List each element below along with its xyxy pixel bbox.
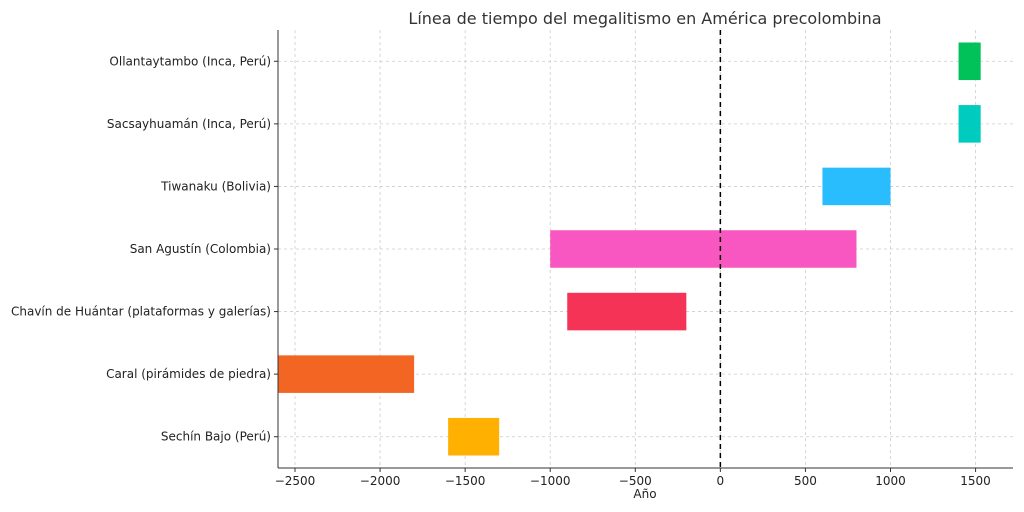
category-label: Ollantaytambo (Inca, Perú): [109, 54, 271, 68]
category-label: Chavín de Huántar (plataformas y galería…: [11, 305, 271, 319]
category-label: Tiwanaku (Bolivia): [160, 179, 271, 193]
x-axis-label: Año: [633, 487, 656, 501]
x-tick-label: 500: [794, 474, 817, 488]
timeline-bar: [278, 355, 415, 393]
x-tick-label: 0: [717, 474, 725, 488]
axes: [274, 30, 1013, 472]
chart-title: Línea de tiempo del megalitismo en Améri…: [408, 9, 881, 28]
timeline-bar: [448, 417, 500, 456]
category-label: Sechín Bajo (Perú): [161, 430, 271, 444]
category-labels: Sechín Bajo (Perú) Caral (pirámides de pi…: [11, 54, 271, 443]
category-label: Caral (pirámides de piedra): [106, 367, 271, 381]
timeline-bar: [550, 230, 857, 268]
x-tick-label: 1000: [875, 474, 906, 488]
x-tick-label: −1000: [530, 474, 571, 488]
x-tick-label: −1500: [445, 474, 486, 488]
x-tick-label: −500: [619, 474, 652, 488]
timeline-bar: [958, 105, 981, 143]
timeline-bar: [958, 42, 981, 81]
category-label: San Agustín (Colombia): [130, 242, 271, 256]
timeline-bar: [567, 292, 687, 331]
x-tick-label: −2500: [275, 474, 316, 488]
x-tick-labels: −2500 −2000 −1500 −1000 −500 0 500 1000 1500: [275, 474, 991, 488]
x-tick-label: −2000: [360, 474, 401, 488]
timeline-bar: [822, 167, 891, 206]
category-label: Sacsayhuamán (Inca, Perú): [107, 117, 271, 131]
x-tick-label: 1500: [960, 474, 991, 488]
bars: [278, 42, 981, 456]
